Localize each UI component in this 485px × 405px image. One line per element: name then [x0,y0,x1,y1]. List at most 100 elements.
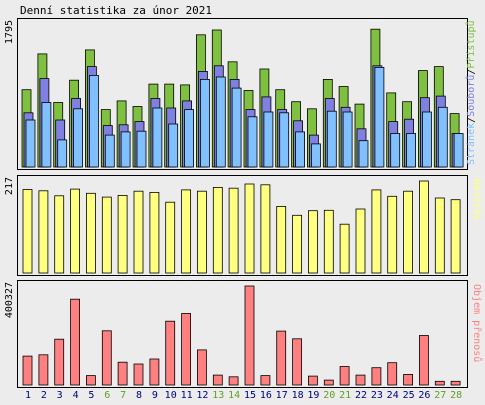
bar [310,143,321,168]
panel-visits: 217 Návštěv [4,175,483,276]
bar [387,195,398,274]
bar [292,214,303,274]
bar [323,209,334,274]
bar [73,108,83,168]
day-label: 13 [212,390,224,401]
day-label: 14 [228,390,240,401]
bar [86,375,96,386]
bar [101,330,112,386]
series-visits-0 [22,180,461,274]
bar [339,366,350,386]
legend-vertical: Stránek/Souborů/Přístupů [465,20,477,165]
bar [403,373,414,386]
bar [117,194,128,274]
bar [120,131,131,168]
day-label: 26 [418,390,430,401]
bar [196,190,207,274]
y-max-label: 400327 [4,282,15,318]
bar [70,188,80,274]
bar [279,112,290,168]
day-label: 5 [88,390,94,401]
day-label: 7 [120,390,126,401]
day-label: 9 [152,390,158,401]
bar [260,184,271,274]
bar [418,335,429,386]
bar [276,330,287,386]
bar [117,361,128,386]
bar [228,376,239,386]
bar [104,134,115,168]
legend-entry: Stránek [465,123,477,165]
panel-traffic: 400327 Objem přenosů [4,280,483,388]
bar [418,180,429,274]
chart-title: Denní statistika za únor 2021 [20,4,212,17]
bar [165,320,176,386]
bar [244,183,255,274]
legend-entry: Souborů [465,75,477,117]
day-label: 16 [260,390,272,401]
bar [54,338,65,386]
bar [228,187,239,274]
day-label: 21 [339,390,351,401]
bar [57,139,68,168]
bar [387,362,398,386]
series-requests-2 [25,67,464,168]
bar [323,379,334,386]
day-label: 22 [355,390,367,401]
bar [434,380,445,386]
bar [136,130,147,168]
bar [101,196,112,274]
bar [70,298,80,386]
bar [22,355,33,386]
bar [434,197,445,274]
bar [307,210,318,274]
bar [339,223,350,274]
bar [38,354,49,386]
bar [247,116,258,168]
bar [41,102,52,168]
day-label: 17 [276,390,288,401]
plot-frame [17,175,468,276]
bar [212,186,223,274]
bar [196,349,207,386]
bar [292,338,303,386]
bar [168,123,179,168]
bar [25,119,36,168]
bar [181,313,192,386]
bar [342,111,353,168]
bar [133,190,144,274]
bar [406,133,417,168]
legend-vertical: Návštěv [471,179,483,221]
bar [89,75,99,168]
day-label: 20 [323,390,335,401]
day-label: 10 [165,390,177,401]
day-label: 19 [307,390,319,401]
bar [212,374,223,386]
bar [133,363,144,386]
bar [149,191,160,274]
day-label: 18 [292,390,304,401]
bar [371,367,382,386]
bar [215,76,226,168]
bar [374,67,385,168]
legend-separator: / [466,117,477,123]
bar [421,111,432,168]
day-label: 6 [104,390,110,401]
day-label: 4 [73,390,79,401]
bar [244,285,255,386]
bar [149,358,160,386]
bar [165,201,176,274]
bar [22,189,33,274]
series-traffic-0 [22,285,461,386]
bar [307,375,318,386]
day-label: 12 [196,390,208,401]
bar [326,110,337,168]
bar [355,374,366,386]
day-label: 27 [434,390,446,401]
legend-vertical: Objem přenosů [471,284,483,362]
day-label: 25 [403,390,415,401]
bar [295,131,306,168]
bar [453,133,464,168]
